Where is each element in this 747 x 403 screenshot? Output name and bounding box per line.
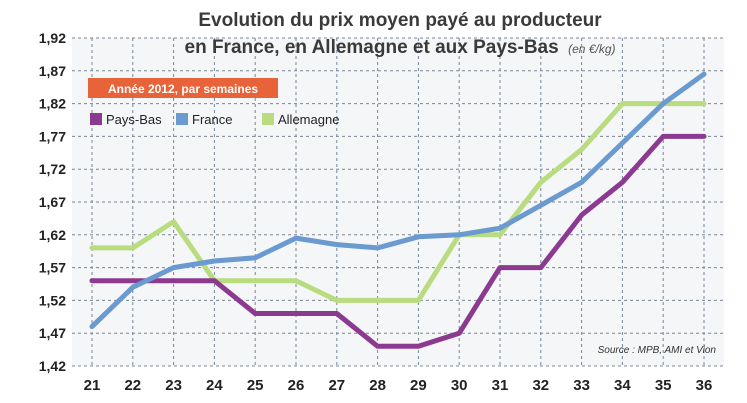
data-point-allemagne: [701, 101, 707, 106]
data-point-france: [620, 140, 625, 146]
data-point-france: [293, 235, 299, 241]
data-point-france: [497, 226, 503, 231]
data-point-allemagne: [620, 101, 625, 106]
data-point-pays-bas: [538, 265, 543, 270]
x-tick-label: 29: [410, 377, 427, 394]
y-tick-label: 1,77: [39, 128, 66, 144]
x-tick-label: 30: [451, 377, 468, 394]
data-point-allemagne: [334, 298, 339, 303]
data-point-allemagne: [416, 298, 421, 303]
data-point-pays-bas: [212, 278, 217, 283]
data-point-allemagne: [89, 245, 95, 251]
data-point-allemagne: [171, 219, 176, 224]
data-point-france: [171, 265, 176, 270]
data-point-allemagne: [375, 298, 380, 303]
x-tick-label: 26: [288, 377, 305, 394]
data-point-allemagne: [253, 278, 258, 283]
chart-unit: (en €/kg): [568, 42, 615, 56]
data-point-pays-bas: [497, 265, 503, 270]
y-tick-label: 1,52: [39, 292, 66, 308]
series-line-france: [89, 71, 707, 330]
data-point-allemagne: [497, 232, 503, 237]
data-point-allemagne: [130, 245, 135, 251]
data-point-allemagne: [579, 147, 584, 152]
data-point-france: [253, 255, 258, 260]
y-tick-label: 1,87: [39, 63, 66, 79]
x-tick-label: 25: [247, 377, 264, 394]
legend-swatch: [262, 113, 274, 125]
data-point-france: [375, 245, 380, 251]
subtitle-badge-text: Année 2012, par semaines: [108, 82, 258, 96]
y-tick-label: 1,47: [39, 325, 66, 341]
y-tick-label: 1,62: [39, 227, 66, 243]
data-point-pays-bas: [701, 134, 707, 139]
subtitle-badge: [88, 78, 278, 98]
y-tick-label: 1,82: [39, 96, 66, 112]
data-point-france: [701, 71, 707, 77]
data-point-pays-bas: [171, 278, 176, 283]
data-point-france: [334, 242, 339, 247]
data-point-france: [89, 324, 95, 329]
data-point-france: [130, 285, 135, 290]
legend-label: Allemagne: [278, 112, 339, 127]
series-line-pays-bas: [89, 133, 707, 349]
legend-label: France: [192, 112, 232, 127]
x-tick-label: 34: [614, 377, 631, 394]
data-point-france: [661, 101, 666, 106]
x-tick-label: 22: [124, 377, 141, 394]
data-point-pays-bas: [457, 331, 462, 336]
legend-swatch: [90, 113, 102, 125]
series-lines: [89, 71, 707, 349]
data-point-france: [538, 203, 543, 208]
y-tick-label: 1,92: [39, 30, 66, 46]
legend-swatch: [176, 113, 188, 125]
data-point-pays-bas: [253, 311, 258, 316]
x-tick-label: 27: [328, 377, 345, 394]
chart-title-line1: Evolution du prix moyen payé au producte…: [198, 10, 602, 31]
data-point-france: [457, 232, 462, 237]
data-point-pays-bas: [579, 212, 584, 218]
x-tick-label: 35: [655, 377, 672, 394]
data-point-pays-bas: [334, 311, 339, 316]
y-tick-label: 1,42: [39, 358, 66, 374]
data-point-pays-bas: [89, 278, 95, 283]
x-tick-label: 23: [165, 377, 182, 394]
data-point-pays-bas: [416, 344, 421, 349]
data-point-pays-bas: [375, 344, 380, 349]
data-point-allemagne: [538, 180, 543, 185]
chart-title-line2-group: en France, en Allemagne et aux Pays-Bas …: [185, 37, 616, 58]
x-tick-label: 33: [573, 377, 590, 394]
series-line-allemagne: [89, 101, 707, 303]
data-point-pays-bas: [661, 134, 666, 139]
data-point-pays-bas: [620, 180, 625, 185]
x-tick-label: 32: [532, 377, 549, 394]
data-point-pays-bas: [293, 311, 299, 316]
x-axis-ticks: 21 22 23 24 25 26 27 28 29 30 31 32 33 34 35 36: [84, 377, 713, 394]
x-tick-label: 24: [206, 377, 223, 394]
source-note: Source : MPB, AMI et Vion: [598, 345, 717, 356]
data-point-france: [416, 234, 421, 239]
data-point-france: [212, 258, 217, 264]
x-tick-label: 21: [84, 377, 101, 394]
legend: Pays-Bas France Allemagne: [90, 112, 339, 127]
chart-title-line2: en France, en Allemagne et aux Pays-Bas: [185, 37, 559, 58]
x-tick-label: 36: [696, 377, 713, 394]
y-tick-label: 1,57: [39, 260, 66, 276]
y-tick-label: 1,72: [39, 161, 66, 177]
x-tick-label: 28: [369, 377, 386, 394]
y-tick-label: 1,67: [39, 194, 66, 210]
y-axis-ticks: 1,42 1,47 1,52 1,57 1,62 1,67 1,72 1,77 1,82 1,87…: [39, 30, 66, 374]
legend-label: Pays-Bas: [106, 112, 162, 127]
x-tick-label: 31: [492, 377, 509, 394]
data-point-allemagne: [293, 278, 299, 283]
data-point-france: [579, 180, 584, 185]
data-point-pays-bas: [130, 278, 135, 283]
